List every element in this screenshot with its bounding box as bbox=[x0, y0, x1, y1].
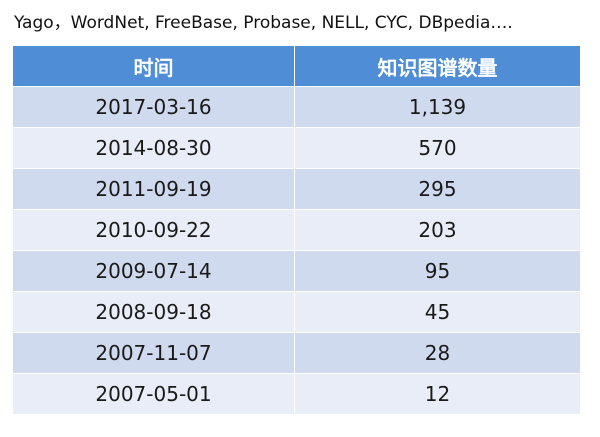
cell-count: 12 bbox=[294, 373, 581, 415]
cell-date: 2007-11-07 bbox=[12, 332, 295, 374]
cell-date: 2007-05-01 bbox=[12, 373, 295, 415]
header-kg-count: 知识图谱数量 bbox=[294, 45, 581, 87]
table-row: 2009-07-14 95 bbox=[12, 250, 581, 292]
table-row: 2007-11-07 28 bbox=[12, 332, 581, 374]
cell-date: 2010-09-22 bbox=[12, 209, 295, 251]
table-row: 2011-09-19 295 bbox=[12, 168, 581, 210]
cell-count: 95 bbox=[294, 250, 581, 292]
knowledge-graph-table: 时间 知识图谱数量 2017-03-16 1,139 2014-08-30 57… bbox=[12, 45, 581, 415]
table-row: 2008-09-18 45 bbox=[12, 291, 581, 333]
cell-date: 2017-03-16 bbox=[12, 86, 295, 128]
cell-date: 2014-08-30 bbox=[12, 127, 295, 169]
table-row: 2010-09-22 203 bbox=[12, 209, 581, 251]
cell-date: 2009-07-14 bbox=[12, 250, 295, 292]
cell-count: 570 bbox=[294, 127, 581, 169]
cell-count: 203 bbox=[294, 209, 581, 251]
table-header-row: 时间 知识图谱数量 bbox=[12, 45, 581, 87]
table-row: 2007-05-01 12 bbox=[12, 373, 581, 415]
cell-date: 2008-09-18 bbox=[12, 291, 295, 333]
cell-count: 28 bbox=[294, 332, 581, 374]
table-row: 2014-08-30 570 bbox=[12, 127, 581, 169]
cell-count: 45 bbox=[294, 291, 581, 333]
table-row: 2017-03-16 1,139 bbox=[12, 86, 581, 128]
cell-date: 2011-09-19 bbox=[12, 168, 295, 210]
cell-count: 1,139 bbox=[294, 86, 581, 128]
header-time: 时间 bbox=[12, 45, 295, 87]
cell-count: 295 bbox=[294, 168, 581, 210]
caption-text: Yago，WordNet, FreeBase, Probase, NELL, C… bbox=[14, 13, 513, 33]
